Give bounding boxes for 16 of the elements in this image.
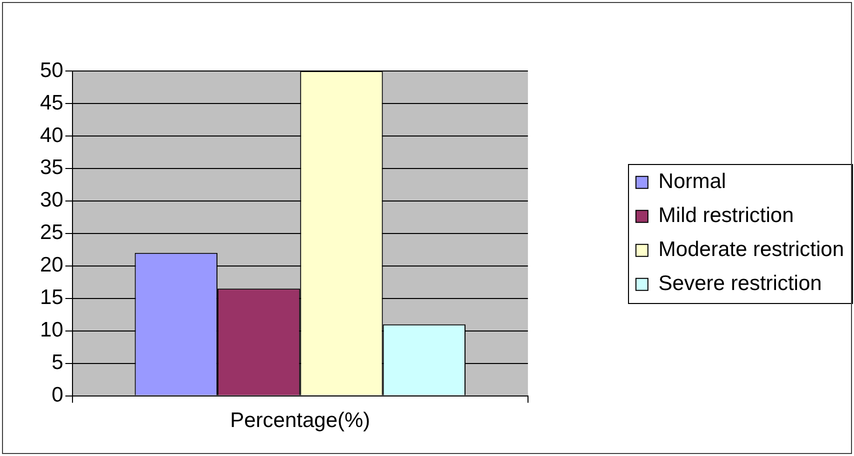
- y-tick-label: 20: [40, 254, 64, 277]
- legend-label: Severe restriction: [658, 272, 822, 296]
- y-tick-label: 50: [40, 58, 64, 82]
- legend-label: Normal: [658, 170, 726, 194]
- y-tick-label: 35: [40, 156, 64, 180]
- y-tick-label: 10: [40, 318, 64, 342]
- y-tick-label: 40: [40, 124, 64, 147]
- y-tick-label: 15: [40, 286, 64, 310]
- y-tick-label: 5: [52, 351, 64, 374]
- y-tick-label: 45: [40, 91, 64, 114]
- y-tick-label: 0: [52, 384, 64, 407]
- y-tick-label: 25: [40, 221, 64, 244]
- y-tick-label: 30: [40, 188, 64, 212]
- legend-label: Mild restriction: [658, 204, 794, 228]
- x-tick-label: Percentage(%): [230, 409, 370, 432]
- legend-label: Moderate restriction: [658, 238, 844, 262]
